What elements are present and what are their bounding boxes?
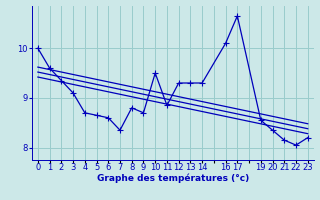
X-axis label: Graphe des températures (°c): Graphe des températures (°c) [97, 174, 249, 183]
